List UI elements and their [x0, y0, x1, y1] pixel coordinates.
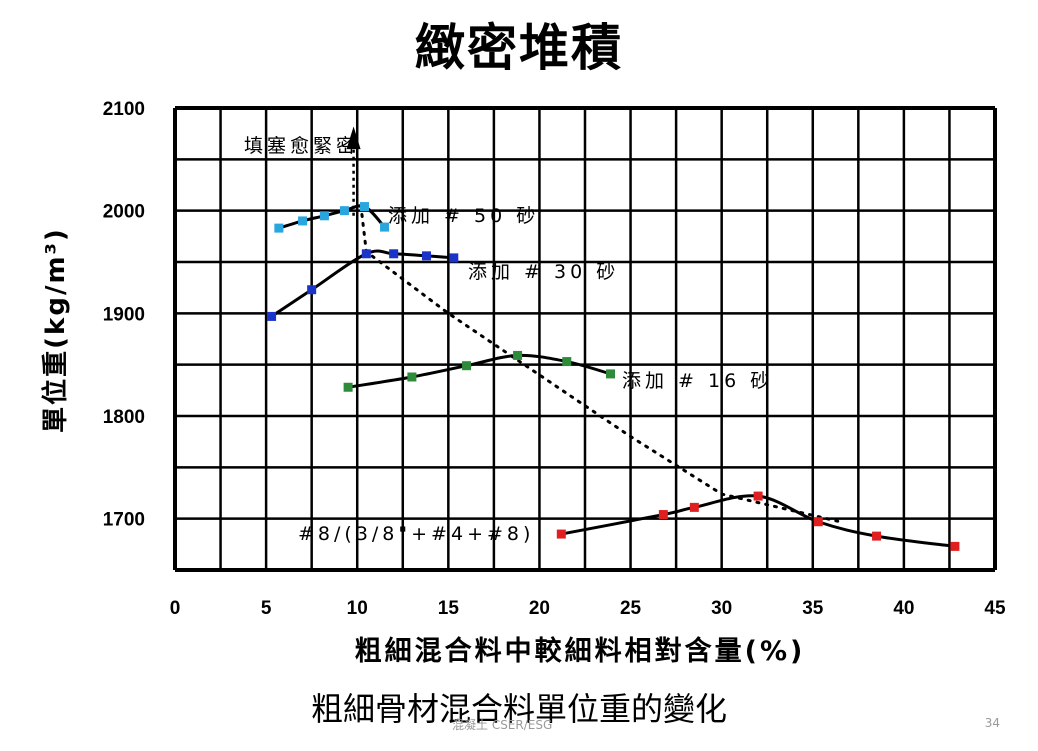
x-tick-label: 25 — [620, 598, 642, 619]
page-number: 34 — [984, 716, 1000, 730]
series-label: #8/(3/8"+#4+#8) — [298, 523, 534, 545]
slide-title: 緻密堆積 — [415, 19, 623, 77]
y-tick-label: 1900 — [103, 304, 145, 325]
data-point — [813, 517, 823, 527]
data-point — [343, 382, 353, 392]
x-tick-label: 40 — [893, 598, 914, 619]
data-point — [421, 251, 431, 261]
y-tick-label: 2100 — [103, 99, 145, 120]
x-tick-label: 10 — [347, 598, 368, 619]
data-point — [361, 249, 371, 259]
x-tick-label: 45 — [984, 598, 1006, 619]
data-point — [449, 253, 459, 263]
data-point — [872, 531, 882, 541]
x-tick-label: 15 — [438, 598, 460, 619]
arrow-head — [346, 126, 361, 150]
data-point — [298, 216, 308, 226]
series-group — [267, 202, 960, 551]
data-point — [513, 350, 523, 360]
series-0 — [274, 202, 390, 233]
data-point — [267, 311, 277, 321]
data-point — [950, 541, 960, 551]
x-tick-label: 0 — [170, 598, 181, 619]
data-point — [606, 369, 616, 379]
series-3 — [556, 491, 960, 551]
series-2 — [343, 350, 616, 392]
annotations: 添加 # 50 砂添加 # 30 砂添加 # 16 砂 #8/(3/8"+#4+#… — [244, 135, 773, 545]
series-label: 添加 # 30 砂 — [468, 261, 619, 283]
data-point — [339, 206, 349, 216]
y-tick-label: 1700 — [103, 510, 145, 531]
data-point — [319, 211, 329, 221]
x-tick-label: 30 — [711, 598, 732, 619]
data-point — [389, 249, 399, 259]
data-point — [380, 222, 390, 232]
data-point — [658, 510, 668, 520]
series-1 — [267, 249, 459, 321]
data-point — [562, 357, 572, 367]
arrow-label: 填塞愈緊密 — [244, 135, 359, 157]
data-point — [556, 529, 566, 539]
slide-caption: 粗細骨材混合料單位重的變化 — [310, 690, 727, 728]
data-point — [274, 223, 284, 233]
data-point — [307, 285, 317, 295]
series-label: 添加 # 50 砂 — [388, 205, 539, 227]
x-axis-label: 粗細混合料中較細料相對含量(%) — [355, 635, 806, 667]
x-tick-label: 20 — [529, 598, 550, 619]
x-tick-labels: 0 5 10 15 20 25 30 35 40 45 — [170, 598, 1006, 619]
x-tick-label: 5 — [261, 598, 272, 619]
series-label: 添加 # 16 砂 — [622, 370, 773, 392]
y-axis-label: 單位重(kg/m³) — [40, 227, 71, 433]
x-tick-label: 35 — [802, 598, 824, 619]
footer-text: 混凝土 CSER/ESG — [452, 718, 553, 732]
chart-grid — [173, 106, 997, 572]
data-point — [689, 502, 699, 512]
y-tick-label: 2000 — [103, 202, 145, 223]
data-point — [360, 202, 370, 212]
data-point — [407, 372, 417, 382]
data-point — [462, 361, 472, 371]
y-tick-label: 1800 — [103, 407, 145, 428]
data-point — [753, 491, 763, 501]
y-tick-labels: 2100 2000 1900 1800 1700 — [103, 99, 145, 531]
